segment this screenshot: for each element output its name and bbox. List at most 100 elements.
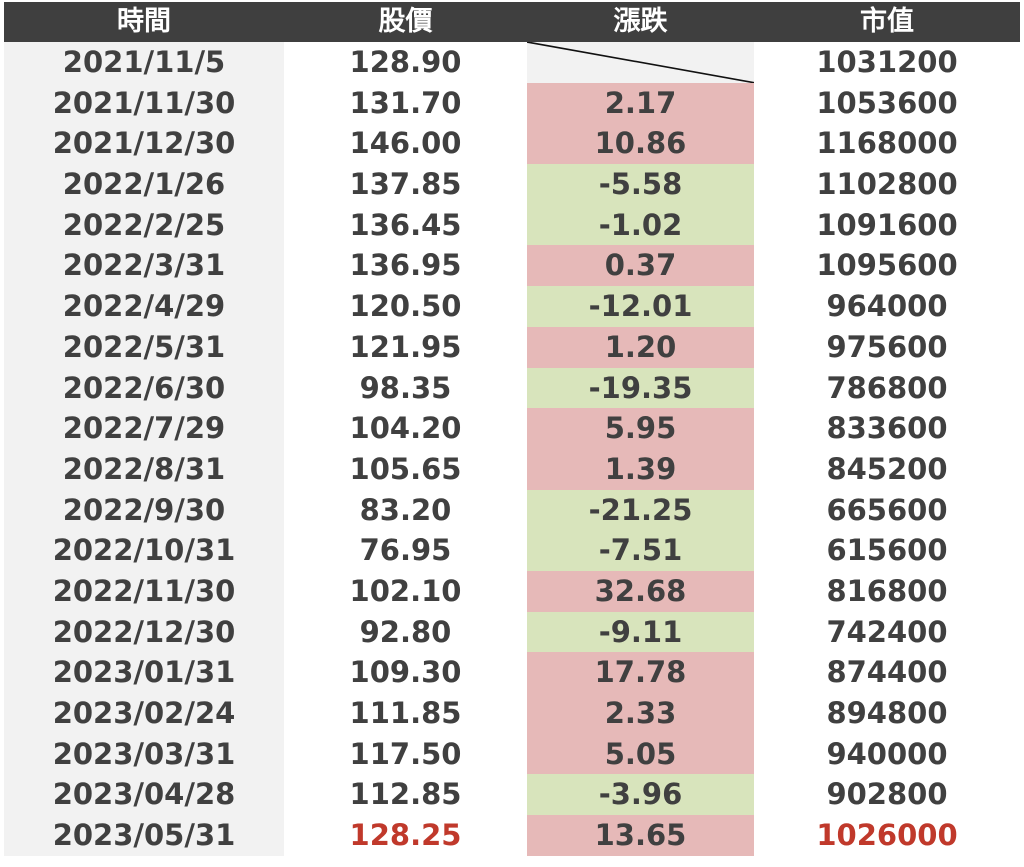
- header-value: 市值: [860, 6, 914, 37]
- header-change: 漲跌: [613, 6, 668, 37]
- price-cell: 117.50: [284, 733, 527, 775]
- table-row: 2021/12/30 146.00 10.86 1168000: [4, 123, 1020, 165]
- table-row: 2023/01/31 109.30 17.78 874400: [4, 652, 1020, 693]
- price-cell: 112.85: [284, 774, 527, 816]
- change-cell: 5.05: [527, 733, 754, 775]
- price-cell: 137.85: [284, 164, 527, 205]
- date-cell: 2023/03/31: [4, 733, 284, 775]
- table-row: 2021/11/30 131.70 2.17 1053600: [4, 82, 1020, 124]
- value-cell: 665600: [754, 489, 1020, 531]
- change-cell: 17.78: [527, 652, 754, 693]
- change-cell-empty: [527, 42, 754, 83]
- change-cell: 1.20: [527, 326, 754, 368]
- change-cell: -7.51: [527, 530, 754, 571]
- value-cell: 940000: [754, 733, 1020, 775]
- value-cell: 975600: [754, 326, 1020, 368]
- date-cell: 2022/8/31: [4, 448, 284, 490]
- value-cell: 816800: [754, 570, 1020, 612]
- table-row: 2022/6/30 98.35 -19.35 786800: [4, 367, 1020, 409]
- change-cell: -21.25: [527, 489, 754, 531]
- change-cell: -12.01: [527, 286, 754, 327]
- table-row: 2022/3/31 136.95 0.37 1095600: [4, 245, 1020, 287]
- change-cell: -1.02: [527, 204, 754, 246]
- value-cell: 786800: [754, 367, 1020, 409]
- price-cell: 102.10: [284, 570, 527, 612]
- header-date: 時間: [117, 6, 171, 37]
- table-row: 2023/02/24 111.85 2.33 894800: [4, 693, 1020, 734]
- price-cell: 121.95: [284, 326, 527, 368]
- change-cell: 0.37: [527, 245, 754, 287]
- date-cell: 2023/05/31: [4, 815, 284, 856]
- date-cell: 2022/1/26: [4, 164, 284, 205]
- price-cell: 131.70: [284, 82, 527, 124]
- table-row: 2023/05/31 128.25 13.65 1026000: [4, 815, 1020, 856]
- date-cell: 2021/11/5: [4, 42, 284, 83]
- price-cell: 104.20: [284, 408, 527, 449]
- value-cell: 894800: [754, 693, 1020, 734]
- date-cell: 2022/9/30: [4, 489, 284, 531]
- table-row: 2023/04/28 112.85 -3.96 902800: [4, 774, 1020, 816]
- price-cell: 76.95: [284, 530, 527, 571]
- table-row: 2022/1/26 137.85 -5.58 1102800: [4, 164, 1020, 205]
- price-cell: 120.50: [284, 286, 527, 327]
- price-cell: 105.65: [284, 448, 527, 490]
- value-cell: 845200: [754, 448, 1020, 490]
- date-cell: 2021/12/30: [4, 123, 284, 165]
- date-cell: 2022/5/31: [4, 326, 284, 368]
- change-cell: -3.96: [527, 774, 754, 816]
- value-cell: 1168000: [754, 123, 1020, 165]
- value-cell: 1031200: [754, 42, 1020, 83]
- change-cell: 32.68: [527, 570, 754, 612]
- price-cell: 136.45: [284, 204, 527, 246]
- date-cell: 2022/11/30: [4, 570, 284, 612]
- price-cell: 146.00: [284, 123, 527, 165]
- value-cell: 742400: [754, 611, 1020, 653]
- price-cell: 98.35: [284, 367, 527, 409]
- price-cell: 109.30: [284, 652, 527, 693]
- change-cell: 10.86: [527, 123, 754, 165]
- value-cell: 1102800: [754, 164, 1020, 205]
- change-cell: -9.11: [527, 611, 754, 653]
- date-cell: 2023/01/31: [4, 652, 284, 693]
- value-cell: 615600: [754, 530, 1020, 571]
- price-cell: 128.25: [284, 815, 527, 856]
- date-cell: 2022/6/30: [4, 367, 284, 409]
- value-cell: 964000: [754, 286, 1020, 327]
- date-cell: 2022/4/29: [4, 286, 284, 327]
- table-row: 2022/8/31 105.65 1.39 845200: [4, 448, 1020, 490]
- value-cell: 902800: [754, 774, 1020, 816]
- header-price: 股價: [378, 6, 433, 37]
- stock-table: 時間 股價 漲跌 市值 2021/11/5 128.90 1031200 2021/1…: [4, 2, 1020, 856]
- diagonal-line: [527, 42, 754, 83]
- change-cell: 13.65: [527, 815, 754, 856]
- price-cell: 111.85: [284, 693, 527, 734]
- change-cell: 2.17: [527, 82, 754, 124]
- value-cell: 1053600: [754, 82, 1020, 124]
- date-cell: 2023/02/24: [4, 693, 284, 734]
- change-cell: 1.39: [527, 448, 754, 490]
- value-cell: 1026000: [754, 815, 1020, 856]
- price-cell: 128.90: [284, 42, 527, 83]
- table-row: 2021/11/5 128.90 1031200: [4, 42, 1020, 83]
- table-row: 2022/11/30 102.10 32.68 816800: [4, 570, 1020, 612]
- table-row: 2023/03/31 117.50 5.05 940000: [4, 733, 1020, 775]
- date-cell: 2022/12/30: [4, 611, 284, 653]
- table-row: 2022/10/31 76.95 -7.51 615600: [4, 530, 1020, 571]
- date-cell: 2022/7/29: [4, 408, 284, 449]
- date-cell: 2022/3/31: [4, 245, 284, 287]
- change-cell: 5.95: [527, 408, 754, 449]
- table-header: 時間 股價 漲跌 市值: [4, 2, 1020, 42]
- date-cell: 2023/04/28: [4, 774, 284, 816]
- date-cell: 2022/2/25: [4, 204, 284, 246]
- table-body: 2021/11/5 128.90 1031200 2021/11/30 131.70 2.…: [4, 42, 1020, 856]
- value-cell: 1091600: [754, 204, 1020, 246]
- date-cell: 2022/10/31: [4, 530, 284, 571]
- change-cell: 2.33: [527, 693, 754, 734]
- table-row: 2022/4/29 120.50 -12.01 964000: [4, 286, 1020, 327]
- table-row: 2022/12/30 92.80 -9.11 742400: [4, 611, 1020, 653]
- table-row: 2022/2/25 136.45 -1.02 1091600: [4, 204, 1020, 246]
- change-cell: -5.58: [527, 164, 754, 205]
- price-cell: 136.95: [284, 245, 527, 287]
- table-row: 2022/5/31 121.95 1.20 975600: [4, 326, 1020, 368]
- value-cell: 874400: [754, 652, 1020, 693]
